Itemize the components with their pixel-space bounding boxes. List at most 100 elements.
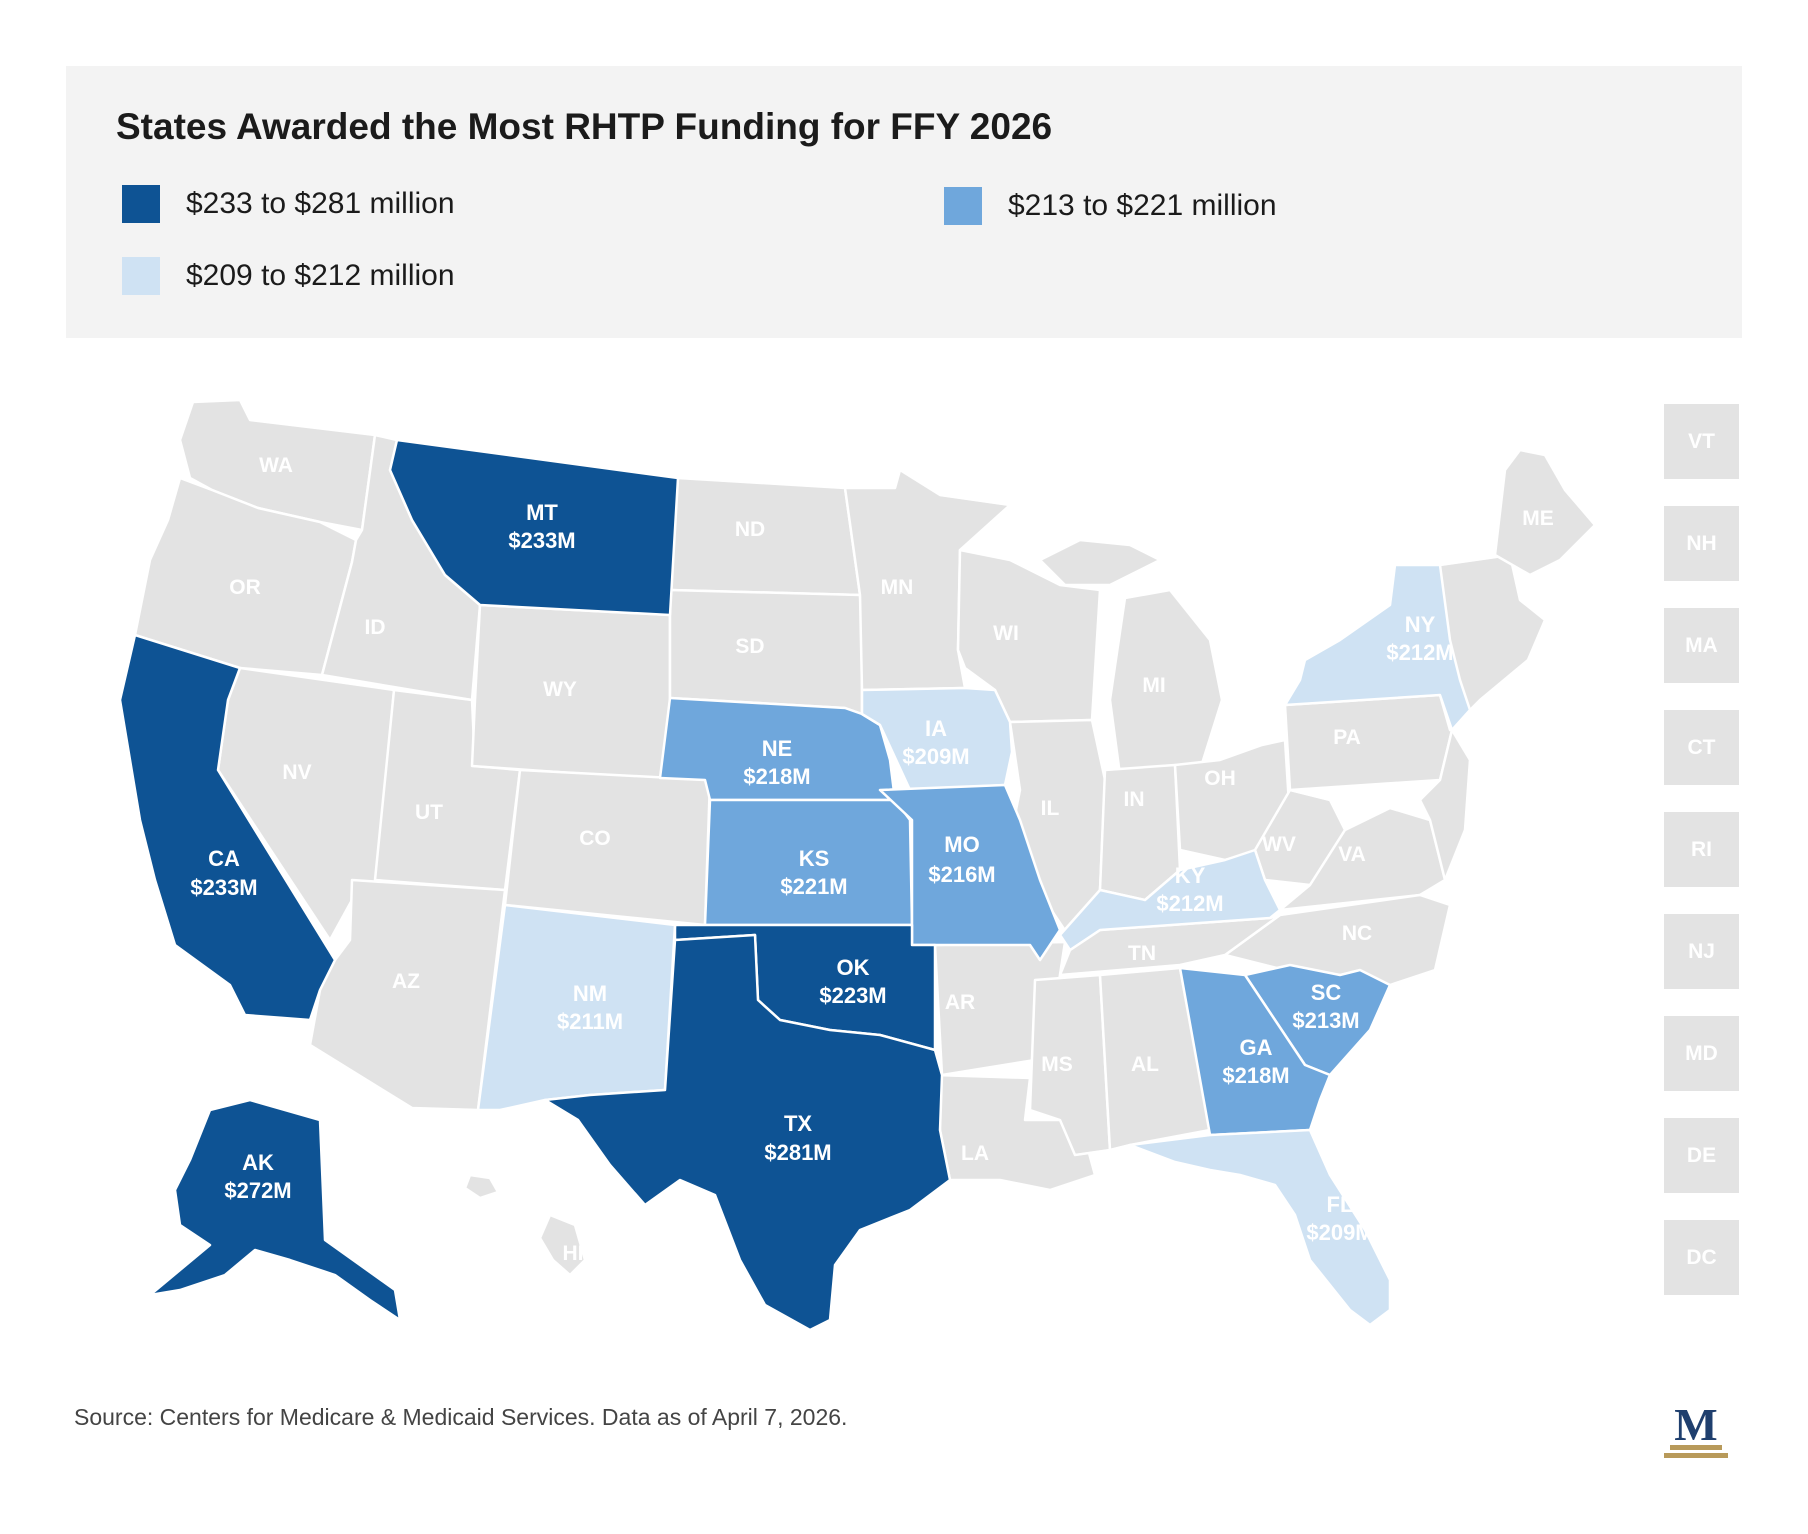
label-il: IL	[1041, 797, 1060, 820]
state-mi	[1108, 588, 1224, 777]
state-sd	[668, 588, 864, 716]
amount-nm: $211M	[557, 1009, 623, 1034]
label-wi: WI	[993, 622, 1019, 645]
amount-sc: $213M	[1292, 1008, 1359, 1033]
label-hi: HI	[563, 1242, 584, 1265]
state-az	[308, 878, 507, 1112]
label-id: ID	[365, 616, 386, 639]
map-title: States Awarded the Most RHTP Funding for…	[116, 106, 1053, 147]
amount-ga: $218M	[1222, 1063, 1289, 1088]
amount-fl: $209M	[1306, 1220, 1373, 1245]
label-co: CO	[579, 827, 611, 850]
brand-logo: M	[1660, 1399, 1732, 1466]
label-nc: NC	[1342, 922, 1372, 945]
state-pa	[1283, 693, 1454, 792]
state-me	[1493, 448, 1597, 577]
label-ky: KY	[1175, 863, 1206, 888]
amount-ia: $209M	[902, 744, 969, 769]
box-de: DE	[1664, 1118, 1739, 1193]
box-md: MD	[1664, 1016, 1739, 1091]
label-ne: NE	[762, 736, 793, 761]
label-nv: NV	[282, 761, 311, 784]
state-ny	[1283, 563, 1472, 732]
label-mi: MI	[1142, 674, 1165, 697]
label-ks: KS	[799, 846, 830, 871]
label-wa: WA	[259, 454, 293, 477]
state-hi-islands	[463, 1173, 500, 1200]
label-ak: AK	[242, 1150, 274, 1175]
amount-ny: $212M	[1386, 640, 1453, 665]
legend-label-medium: $213 to $221 million	[1008, 189, 1277, 222]
label-ar: AR	[945, 991, 975, 1014]
label-al: AL	[1131, 1053, 1159, 1076]
legend-label-high: $233 to $281 million	[186, 187, 455, 220]
box-nh: NH	[1664, 506, 1739, 581]
state-al	[1098, 966, 1212, 1152]
amount-ks: $221M	[780, 874, 847, 899]
label-mo: MO	[944, 832, 979, 857]
amount-ak: $272M	[224, 1178, 291, 1203]
box-vt: VT	[1664, 404, 1739, 479]
label-ny: NY	[1405, 612, 1436, 637]
label-ms: MS	[1041, 1053, 1073, 1076]
label-wy: WY	[543, 678, 577, 701]
label-tx: TX	[784, 1111, 812, 1136]
amount-tx: $281M	[764, 1140, 831, 1165]
state-tx	[543, 933, 952, 1332]
state-ne	[658, 696, 897, 802]
label-tn: TN	[1128, 942, 1156, 965]
state-hi	[538, 1213, 587, 1277]
label-in: IN	[1124, 788, 1145, 811]
label-va: VA	[1338, 843, 1366, 866]
label-ca: CA	[208, 846, 240, 871]
state-ky	[1058, 848, 1282, 952]
state-nm	[476, 903, 677, 1112]
label-wv: WV	[1262, 833, 1296, 856]
legend-swatch-low	[122, 257, 160, 295]
label-ia: IA	[925, 716, 947, 741]
label-or: OR	[229, 576, 261, 599]
legend-item-high: $233 to $281 million	[122, 185, 455, 223]
logo-letter: M	[1674, 1400, 1717, 1450]
label-az: AZ	[392, 970, 420, 993]
state-mi-up	[1038, 538, 1162, 587]
legend-item-low: $209 to $212 million	[122, 257, 455, 295]
state-ia	[860, 686, 1014, 792]
label-ok: OK	[837, 955, 870, 980]
label-mn: MN	[881, 576, 914, 599]
label-fl: FL	[1327, 1192, 1354, 1217]
label-pa: PA	[1333, 726, 1361, 749]
label-ut: UT	[415, 801, 443, 824]
legend-label-low: $209 to $212 million	[186, 259, 455, 292]
amount-ky: $212M	[1156, 891, 1223, 916]
legend-swatch-medium	[944, 187, 982, 225]
state-fl	[1128, 1128, 1392, 1327]
label-nm: NM	[573, 981, 607, 1006]
source-note: Source: Centers for Medicare & Medicaid …	[74, 1404, 848, 1430]
box-ri: RI	[1664, 812, 1739, 887]
label-mt: MT	[526, 500, 558, 525]
state-mo	[878, 783, 1062, 962]
state-ca	[118, 633, 337, 1022]
label-me: ME	[1522, 507, 1554, 530]
amount-mt: $233M	[508, 528, 575, 553]
label-la: LA	[961, 1142, 989, 1165]
box-ct: CT	[1664, 710, 1739, 785]
amount-ok: $223M	[819, 983, 886, 1008]
box-dc: DC	[1664, 1220, 1739, 1295]
amount-mo: $216M	[928, 862, 995, 887]
legend-swatch-high	[122, 185, 160, 223]
label-ga: GA	[1240, 1035, 1273, 1060]
legend-item-medium: $213 to $221 million	[944, 187, 1277, 225]
label-oh: OH	[1204, 767, 1236, 790]
state-nj-de-md	[1418, 728, 1472, 882]
amount-ca: $233M	[190, 875, 257, 900]
label-sc: SC	[1311, 980, 1342, 1005]
label-nd: ND	[735, 518, 765, 541]
label-sd: SD	[735, 635, 764, 658]
state-mt	[388, 438, 680, 617]
legend-panel: States Awarded the Most RHTP Funding for…	[66, 66, 1742, 338]
amount-ne: $218M	[743, 764, 810, 789]
state-ak	[148, 1098, 402, 1322]
